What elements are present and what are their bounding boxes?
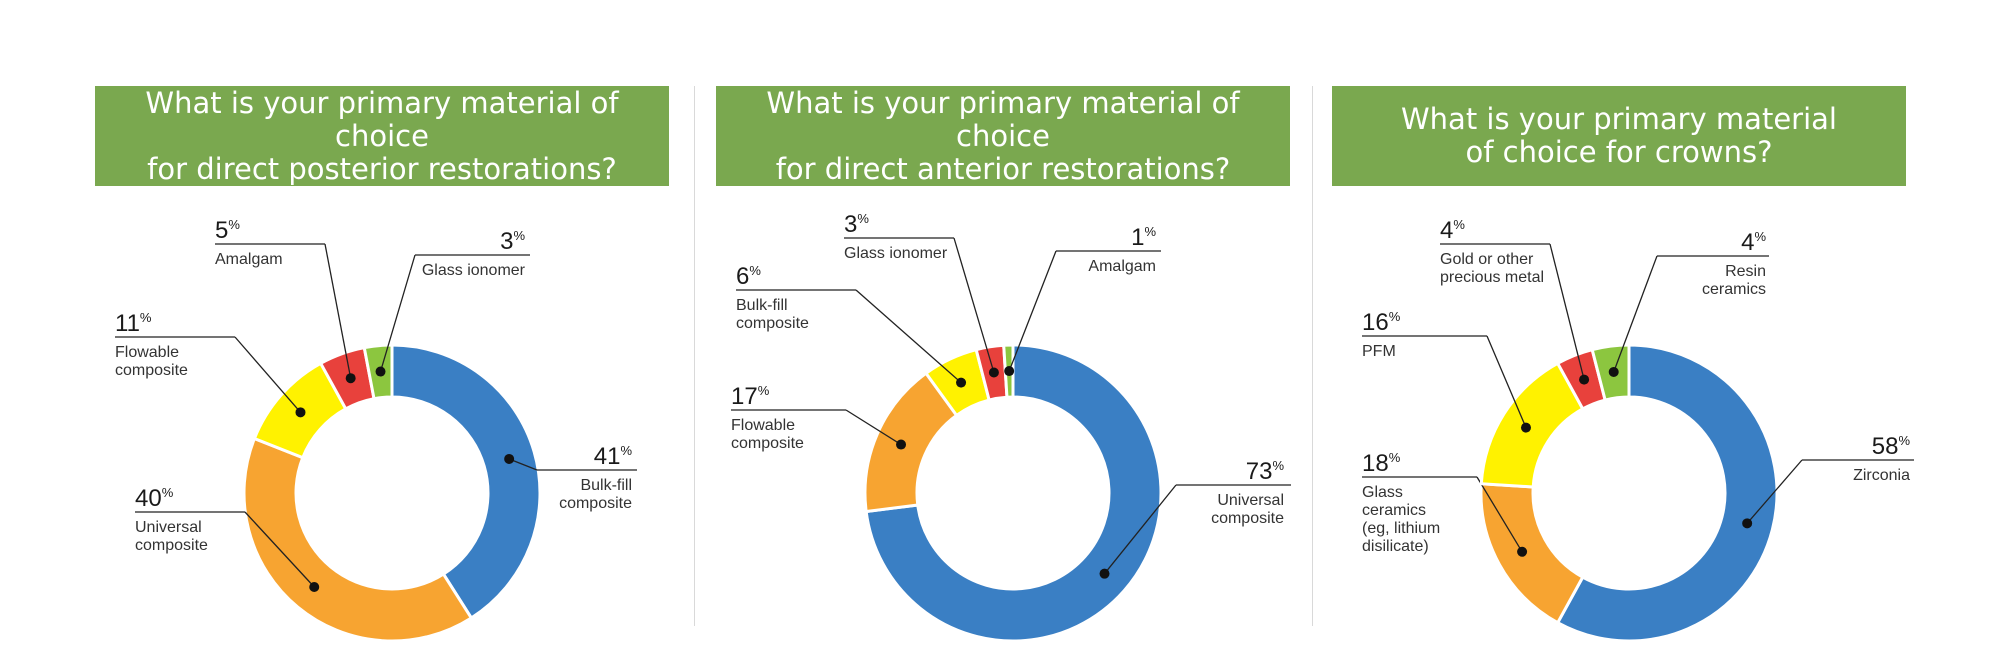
chart-title: What is your primary material of choice …: [766, 85, 1240, 186]
data-label-value: 73%: [1246, 458, 1285, 485]
chart-panel-anterior: What is your primary material of choice …: [716, 0, 1376, 672]
data-label-value: 16%: [1362, 309, 1401, 336]
data-label-category: Universal composite: [1211, 492, 1284, 527]
data-label-category: Glass ceramics (eg, lithium disilicate): [1362, 484, 1440, 555]
leader-dot: [1004, 366, 1015, 377]
chart-panel-crowns: What is your primary material of choice …: [1332, 0, 1992, 672]
chart-title-banner: What is your primary material of choice …: [95, 86, 669, 186]
data-label-value: 18%: [1362, 450, 1401, 477]
leader-line: [234, 336, 301, 413]
data-label-value: 58%: [1872, 433, 1911, 460]
panel-divider: [694, 86, 695, 626]
data-label-value: 4%: [1741, 229, 1766, 256]
leader-line: [1486, 335, 1527, 428]
donut-slice: [1555, 343, 1779, 643]
leader-line: [1104, 484, 1177, 575]
data-label-category: PFM: [1362, 343, 1396, 360]
leader-dot: [988, 367, 999, 378]
data-label-category: Resin ceramics: [1702, 263, 1766, 298]
data-label-value: 41%: [594, 443, 633, 470]
donut-slice: [1479, 482, 1585, 625]
leader-dot: [1099, 568, 1110, 579]
leader-dot: [309, 582, 320, 593]
leader-line: [1476, 476, 1523, 553]
leader-line: [1549, 243, 1585, 380]
data-label-category: Flowable composite: [115, 344, 188, 379]
donut-chart: 73% Universal composite 17% Flowable composit…: [731, 211, 1291, 643]
leader-dot: [1742, 518, 1753, 529]
chart-title-banner: What is your primary material of choice …: [716, 86, 1290, 186]
leader-dot: [1579, 374, 1590, 385]
donut-chart: 41% Bulk-fill composite 40% Universal composi…: [115, 217, 637, 643]
leader-dot: [375, 366, 386, 377]
leader-dot: [295, 407, 306, 418]
leader-line: [1613, 255, 1658, 373]
leader-dot: [896, 439, 907, 450]
data-label-category: Bulk-fill composite: [559, 477, 632, 512]
donut-slice: [864, 343, 1163, 643]
leader-line: [1008, 250, 1057, 372]
chart-title: What is your primary material of choice …: [1401, 102, 1837, 169]
leader-line: [379, 254, 416, 372]
data-label-category: Zirconia: [1853, 467, 1910, 484]
data-label-value: 40%: [135, 485, 174, 512]
leader-line: [1746, 459, 1803, 524]
donut-slice: [390, 343, 542, 621]
leader-line: [855, 289, 962, 384]
data-label-category: Amalgam: [1088, 258, 1156, 275]
leader-dot: [956, 377, 967, 388]
chart-panel-posterior: What is your primary material of choice …: [95, 0, 755, 672]
leader-dot: [1517, 546, 1528, 557]
data-label-category: Gold or other precious metal: [1440, 251, 1544, 286]
leader-dot: [1608, 366, 1619, 377]
leader-line: [244, 511, 315, 588]
data-label-value: 17%: [731, 383, 770, 410]
data-label-category: Glass ionomer: [422, 262, 526, 279]
data-label-value: 3%: [844, 211, 869, 238]
data-label-value: 1%: [1131, 224, 1156, 251]
data-label-value: 6%: [736, 263, 761, 290]
leader-line: [953, 237, 995, 373]
data-label-category: Bulk-fill composite: [736, 297, 809, 332]
data-label-category: Glass ionomer: [844, 245, 948, 262]
donut-slice: [242, 436, 474, 643]
data-label-value: 11%: [115, 310, 152, 337]
data-label-category: Flowable composite: [731, 417, 804, 452]
leader-dot: [504, 453, 515, 464]
leader-dot: [345, 373, 356, 384]
panel-divider: [1312, 86, 1313, 626]
data-label-category: Amalgam: [215, 251, 283, 268]
leader-line: [324, 243, 352, 379]
data-label-value: 3%: [500, 228, 525, 255]
data-label-value: 5%: [215, 217, 240, 244]
chart-title-banner: What is your primary material of choice …: [1332, 86, 1906, 186]
donut-chart: 58% Zirconia 18% Glass ceramics (eg, lithium d…: [1362, 217, 1914, 643]
data-label-category: Universal composite: [135, 519, 208, 554]
chart-title: What is your primary material of choice …: [145, 85, 619, 186]
data-label-value: 4%: [1440, 217, 1465, 244]
leader-line: [845, 409, 902, 446]
leader-dot: [1520, 422, 1531, 433]
